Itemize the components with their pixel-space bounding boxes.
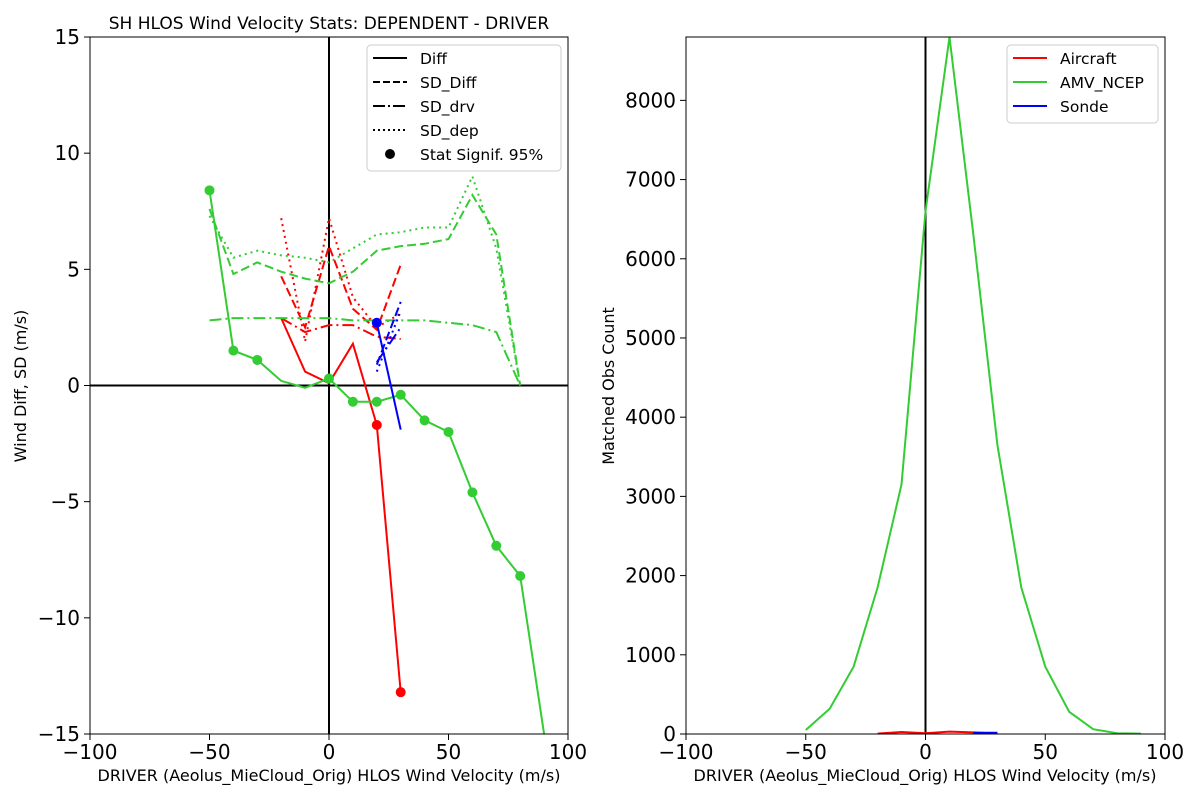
right-x-tick-label: −50 (785, 740, 827, 764)
left-chart-title: SH HLOS Wind Velocity Stats: DEPENDENT -… (109, 14, 550, 34)
amv-ncep-signif-point (324, 373, 334, 384)
left-x-tick-label: −50 (188, 740, 230, 764)
amv-ncep-count-line (805, 37, 1142, 734)
right-y-tick-label: 6000 (625, 247, 676, 271)
legend-label-signif: Stat Signif. 95% (420, 146, 543, 164)
left-y-tick-label: −5 (51, 490, 80, 514)
right-y-tick-label: 5000 (625, 326, 676, 350)
left-y-tick-label: 10 (55, 141, 80, 165)
amv-ncep-sd-dep-line (208, 173, 522, 386)
amv-ncep-signif-point (395, 389, 406, 400)
right-chart: −100 −50 0 50 100010002000300040005000600070… (599, 36, 1184, 786)
left-legend: Diff SD_Diff SD_drv SD_dep Stat Signif. … (366, 44, 562, 172)
amv-ncep-signif-point (347, 396, 358, 407)
legend-label-sd-diff: SD_Diff (420, 74, 477, 93)
right-y-tick-label: 1000 (625, 643, 676, 667)
right-x-axis-label: DRIVER (Aeolus_MieCloud_Orig) HLOS Wind … (694, 766, 1157, 786)
right-x-tick-label: 0 (919, 740, 932, 764)
left-x-tick-label: −100 (63, 740, 118, 764)
amv-ncep-signif-point (371, 396, 382, 407)
left-x-axis-label: DRIVER (Aeolus_MieCloud_Orig) HLOS Wind … (98, 766, 561, 786)
right-y-tick-label: 4000 (625, 405, 676, 429)
amv-ncep-signif-point (467, 487, 478, 498)
amv-ncep-signif-point (252, 354, 263, 365)
amv-ncep-signif-point (204, 185, 215, 196)
amv-ncep-signif-point (491, 540, 502, 551)
right-x-tick-label: 100 (1146, 740, 1184, 764)
right-x-tick-label: −100 (659, 740, 714, 764)
right-axis-ticks: −100 −50 0 50 100010002000300040005000600070… (625, 88, 1184, 764)
right-y-tick-label: 8000 (625, 88, 676, 112)
sonde-signif-point (371, 317, 382, 328)
left-x-tick-label: 50 (436, 740, 461, 764)
amv-ncep-signif-point (515, 571, 526, 582)
left-y-tick-label: −10 (38, 606, 80, 630)
left-y-axis-label: Wind Diff, SD (m/s) (11, 310, 30, 463)
sonde-sd-dep-line (375, 310, 402, 372)
left-chart: SH HLOS Wind Velocity Stats: DEPENDENT -… (11, 14, 587, 786)
right-x-tick-label: 50 (1033, 740, 1058, 764)
right-y-tick-label: 0 (663, 722, 676, 746)
sonde-diff-line (375, 322, 402, 430)
left-y-tick-label: −15 (38, 722, 80, 746)
left-y-tick-label: 5 (67, 257, 80, 281)
aircraft-signif-point (395, 687, 406, 698)
amv-ncep-signif-point (443, 426, 454, 437)
right-y-axis-label: Matched Obs Count (599, 307, 618, 465)
right-y-tick-label: 7000 (625, 168, 676, 192)
legend-label-diff: Diff (420, 50, 447, 68)
legend-label-sd-dep: SD_dep (420, 122, 479, 141)
right-plot-area (805, 37, 1142, 734)
left-y-tick-label: 15 (55, 25, 80, 49)
amv-ncep-signif-point (228, 345, 239, 356)
legend-label-sd-drv: SD_drv (420, 98, 475, 117)
aircraft-diff-line (280, 317, 402, 693)
left-plot-area (90, 37, 568, 734)
legend-label-sonde: Sonde (1060, 98, 1109, 116)
left-x-tick-label: 100 (549, 740, 587, 764)
amv-ncep-sd-diff-line (208, 192, 522, 386)
right-legend-box (1006, 44, 1159, 124)
left-y-tick-label: 0 (67, 374, 80, 398)
sonde-sd-diff-line (375, 301, 402, 365)
left-plot-lines (90, 37, 568, 734)
legend-marker (385, 149, 395, 159)
legend-label-amv-ncep: AMV_NCEP (1060, 74, 1144, 93)
left-legend-box (366, 44, 562, 172)
amv-ncep-sd-drv-line (209, 317, 522, 386)
right-legend: Aircraft AMV_NCEP Sonde (1006, 44, 1159, 124)
right-y-tick-label: 2000 (625, 564, 676, 588)
aircraft-sd-drv-line (280, 317, 401, 340)
aircraft-signif-point (371, 419, 382, 430)
legend-label-aircraft: Aircraft (1060, 50, 1117, 68)
right-plot-lines (805, 37, 1142, 734)
amv-ncep-signif-point (419, 415, 430, 426)
left-x-tick-label: 0 (323, 740, 336, 764)
sonde-sd-drv-line (375, 326, 402, 363)
right-y-tick-label: 3000 (625, 484, 676, 508)
